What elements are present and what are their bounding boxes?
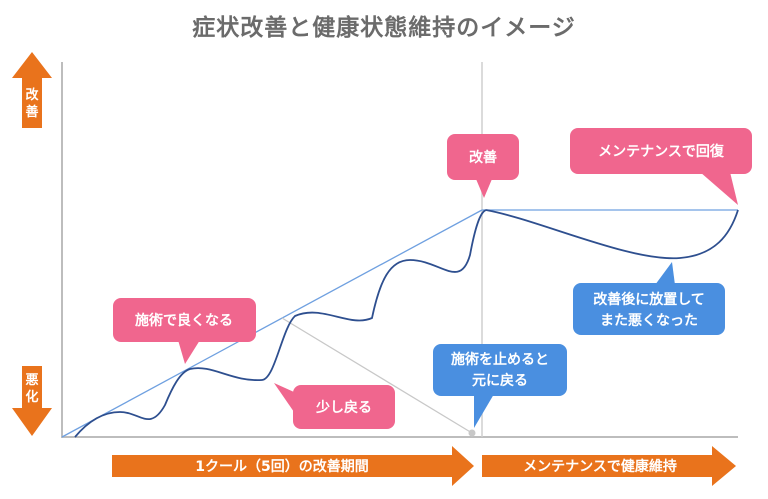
axis-improve-char-2: 善 bbox=[25, 104, 38, 120]
page-title: 症状改善と健康状態維持のイメージ bbox=[192, 15, 576, 41]
axis-improve-char-1: 改 bbox=[25, 87, 39, 103]
stop-treatment-line bbox=[281, 317, 473, 434]
bubble-treat-better-text: 施術で良くなる bbox=[135, 312, 233, 329]
improvement-trend-line bbox=[61, 209, 483, 438]
improve-axis-arrow: 改 善 bbox=[12, 52, 52, 128]
bubble-recover-text: メンテナンスで回復 bbox=[598, 143, 725, 160]
bubble-slightly-back: 少し戻る bbox=[274, 383, 395, 429]
bubble-stop-treatment: 施術を止めると 元に戻る bbox=[433, 344, 567, 428]
phase-improvement-label: 1クール（5回）の改善期間 bbox=[195, 458, 368, 475]
baseline-point bbox=[468, 429, 476, 437]
phase-improvement-arrow: 1クール（5回）の改善期間 bbox=[112, 446, 474, 486]
axis-worsen-char-1: 悪 bbox=[25, 373, 38, 388]
bubble-recover: メンテナンスで回復 bbox=[570, 128, 752, 205]
bubble-neglect-line2: また悪くなった bbox=[600, 313, 698, 329]
bubble-neglect-line1: 改善後に放置して bbox=[593, 291, 705, 308]
bubble-stop-line2: 元に戻る bbox=[472, 372, 528, 389]
bubble-stop-line1: 施術を止めると bbox=[451, 351, 549, 368]
worsen-axis-arrow: 悪 化 bbox=[12, 366, 52, 436]
treatment-curve bbox=[74, 209, 487, 438]
maintenance-curve bbox=[485, 209, 739, 260]
phase-maintenance-arrow: メンテナンスで健康維持 bbox=[482, 446, 736, 486]
bubble-improve-text: 改善 bbox=[469, 149, 497, 166]
axis-worsen-char-2: 化 bbox=[25, 389, 38, 405]
bubble-treat-better: 施術で良くなる bbox=[113, 298, 256, 364]
phase-maintenance-label: メンテナンスで健康維持 bbox=[523, 458, 677, 475]
bubble-neglect: 改善後に放置して また悪くなった bbox=[573, 262, 725, 335]
bubble-improve: 改善 bbox=[447, 134, 519, 198]
bubble-slightly-back-text: 少し戻る bbox=[315, 399, 372, 416]
